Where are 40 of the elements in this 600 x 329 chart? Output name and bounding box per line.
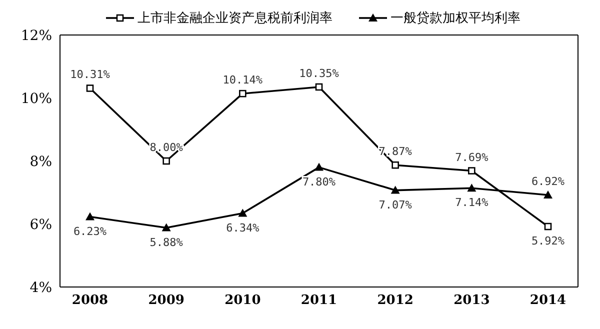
data-label: 7.80% (302, 175, 336, 188)
x-tick-label: 2014 (530, 293, 566, 308)
point (390, 186, 400, 194)
data-label: 6.92% (531, 175, 565, 188)
data-label: 7.69% (455, 150, 489, 164)
data-label: 7.07% (378, 198, 412, 212)
point (162, 223, 171, 232)
legend-label: 上市非金融企业资产息税前利润率 (138, 10, 332, 27)
y-tick-label: 10% (20, 90, 52, 107)
point (239, 90, 246, 98)
data-label: 5.92% (531, 234, 565, 248)
data-label: 10.31% (70, 68, 110, 82)
x-tick-label: 2013 (454, 293, 490, 308)
point (544, 222, 552, 230)
point (467, 184, 476, 192)
y-tick-label: 6% (30, 216, 52, 233)
point (392, 161, 399, 169)
point (468, 167, 476, 174)
data-label: 10.14% (222, 74, 263, 87)
x-tick-label: 2009 (148, 293, 184, 308)
legend-label: 一般贷款加权平均利率 (390, 10, 520, 27)
x-tick-label: 2012 (377, 293, 414, 308)
x-tick-label: 2008 (72, 293, 108, 308)
point (86, 84, 94, 92)
data-label: 7.14% (455, 196, 489, 210)
x-tick-label: 2010 (224, 293, 261, 308)
data-label: 6.23% (73, 224, 107, 238)
y-tick-label: 8% (30, 154, 52, 170)
point (544, 190, 552, 199)
data-label: 10.35% (299, 66, 340, 80)
point (238, 208, 248, 217)
data-label: 6.34% (226, 221, 260, 234)
point (315, 83, 323, 91)
y-tick-label: 12% (20, 28, 52, 44)
point (162, 157, 170, 165)
data-label: 5.88% (150, 236, 184, 249)
point (86, 212, 94, 220)
point (314, 162, 324, 171)
x-tick-label: 2011 (300, 293, 338, 308)
y-tick-label: 4% (30, 280, 52, 296)
